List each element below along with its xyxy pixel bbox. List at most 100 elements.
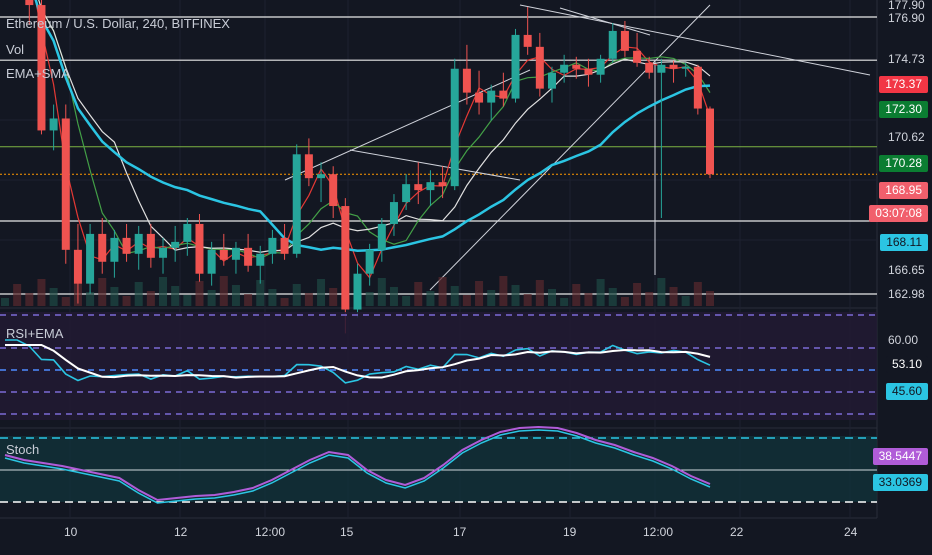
volume-bar — [426, 291, 435, 306]
rsi-tag: 45.60 — [885, 383, 928, 400]
volume-bar — [681, 296, 690, 306]
candle-up — [159, 247, 168, 258]
candle-up — [377, 223, 386, 250]
volume-bar — [462, 295, 471, 306]
candle-down — [462, 68, 471, 93]
time-axis-tick: 22 — [730, 525, 744, 539]
ema-fast — [34, 0, 711, 279]
candle-down — [25, 0, 34, 6]
volume-bar — [86, 292, 95, 306]
volume-bar — [159, 277, 168, 306]
time-axis-tick: 15 — [340, 525, 354, 539]
candle-down — [645, 62, 654, 73]
candle-up — [268, 237, 277, 254]
volume-bar — [25, 293, 34, 306]
volume-bar — [292, 284, 301, 306]
candle-down — [633, 50, 642, 63]
time-axis-tick: 10 — [64, 525, 78, 539]
candle-up — [207, 249, 216, 274]
chart-title: Ethereum / U.S. Dollar, 240, BITFINEX — [6, 16, 230, 31]
price-axis-tick: 162.98 — [888, 287, 925, 301]
candle-down — [414, 184, 423, 191]
vol-label: Vol — [6, 42, 25, 57]
volume-bar — [706, 291, 714, 306]
volume-bar — [61, 297, 70, 306]
volume-bar — [219, 276, 228, 306]
volume-bars — [1, 276, 714, 306]
candle-up — [389, 202, 398, 224]
volume-bar — [608, 288, 617, 306]
volume-bar — [487, 290, 496, 306]
volume-bar — [207, 290, 216, 306]
volume-bar — [304, 293, 313, 306]
price-axis-tick: 177.90 — [888, 0, 925, 12]
time-axis-tick: 19 — [563, 525, 577, 539]
rsi-band — [0, 312, 877, 420]
trend-line — [559, 7, 651, 36]
volume-bar — [560, 298, 569, 306]
rsi-label: RSI+EMA — [6, 326, 64, 341]
price-tag: 168.95 — [879, 182, 928, 199]
candle-down — [98, 233, 107, 262]
trend-line — [349, 149, 521, 181]
candle-down — [706, 108, 714, 175]
price-tag: 170.28 — [879, 155, 928, 172]
time-axis-tick: 17 — [453, 525, 467, 539]
volume-bar — [37, 279, 46, 306]
volume-bar — [13, 284, 22, 306]
candle-down — [73, 249, 82, 284]
time-axis-tick: 24 — [844, 525, 858, 539]
volume-bar — [645, 292, 654, 306]
candle-down — [195, 223, 204, 274]
candle-up — [560, 64, 569, 73]
rsi-tag: 53.10 — [885, 356, 928, 373]
volume-bar — [438, 277, 447, 306]
candle-up — [681, 66, 690, 69]
candle-down — [329, 174, 338, 207]
candle-up — [292, 154, 301, 254]
sma-white — [38, 0, 711, 253]
candle-up — [608, 30, 617, 59]
candle-up — [231, 247, 240, 260]
volume-bar — [389, 287, 398, 306]
candle-up — [256, 253, 265, 266]
candle-down — [61, 118, 70, 250]
volume-bar — [98, 278, 107, 306]
candle-down — [280, 237, 289, 254]
candle-up — [426, 182, 435, 191]
candle-down — [122, 237, 131, 254]
candle-up — [365, 249, 374, 274]
candle-up — [353, 273, 362, 310]
volume-bar — [329, 288, 338, 306]
candle-down — [499, 90, 508, 99]
volume-bar — [693, 282, 702, 306]
rsi-axis-tick: 60.00 — [888, 333, 919, 347]
candle-down — [535, 46, 544, 89]
candle-down — [37, 5, 46, 131]
ema-mid — [38, 0, 711, 260]
volume-bar — [584, 293, 593, 306]
volume-bar — [402, 296, 411, 306]
candle-down — [523, 34, 532, 47]
candle-down — [693, 66, 702, 109]
stoch-pane — [0, 425, 877, 504]
volume-bar — [317, 279, 326, 306]
moving-averages — [34, 0, 711, 279]
stoch-tag: 38.5447 — [872, 448, 928, 465]
volume-bar — [377, 278, 386, 306]
price-axis-tick: 170.62 — [888, 130, 925, 144]
candle-down — [146, 233, 155, 258]
volume-bar — [110, 287, 119, 306]
candle-up — [450, 68, 459, 187]
trend-line — [284, 69, 531, 181]
time-axis-tick: 12 — [174, 525, 188, 539]
volume-bar — [146, 291, 155, 306]
candle-up — [547, 72, 556, 89]
countdown-tag: 03:07:08 — [869, 205, 928, 222]
trend-line — [429, 4, 711, 291]
volume-bar — [134, 282, 143, 306]
volume-bar — [547, 289, 556, 306]
stoch-d-line — [4, 429, 711, 504]
